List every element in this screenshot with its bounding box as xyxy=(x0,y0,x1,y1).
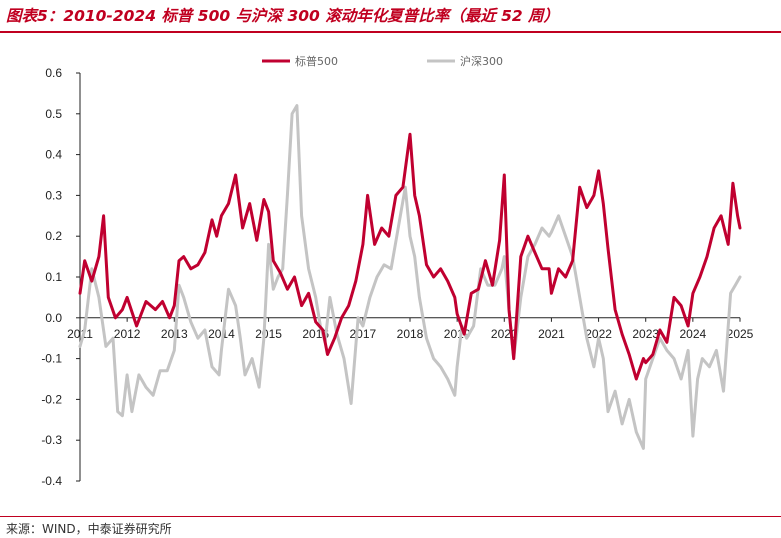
chart-axes: 0.6 0.5 0.4 0.3 0.2 0.1 0.0 -0.1 -0.2 -0.3 -0.4 201… xyxy=(41,66,753,488)
legend-item-csi300: 沪深300 xyxy=(427,54,503,68)
series-line-csi300 xyxy=(78,104,742,450)
series-line-spx500 xyxy=(78,132,742,381)
legend-item-spx500: 标普500 xyxy=(262,54,338,68)
chart-title: 图表5：2010-2024 标普 500 与沪深 300 滚动年化夏普比率（最近… xyxy=(6,7,560,25)
y-tick-label: -0.1 xyxy=(41,352,62,366)
x-tick-label: 2025 xyxy=(727,327,754,341)
y-tick-label: 0.6 xyxy=(45,66,62,80)
y-tick-label: 0.0 xyxy=(45,311,62,325)
x-tick-label: 2014 xyxy=(208,327,235,341)
x-tick-label: 2022 xyxy=(585,327,612,341)
x-tick-label: 2024 xyxy=(680,327,707,341)
legend-label: 标普500 xyxy=(295,54,338,68)
legend: 标普500 沪深300 xyxy=(262,54,503,68)
y-tick-label: 0.2 xyxy=(45,229,62,243)
series-layer xyxy=(78,104,742,450)
y-tick-label: 0.5 xyxy=(45,107,62,121)
x-tick-label: 2021 xyxy=(538,327,565,341)
y-tick-label: 0.4 xyxy=(45,148,62,162)
x-tick-label: 2012 xyxy=(114,327,141,341)
x-tick-label: 2023 xyxy=(632,327,659,341)
y-tick-label: 0.3 xyxy=(45,188,62,202)
x-tick-label: 2017 xyxy=(350,327,377,341)
title-divider xyxy=(0,31,781,33)
source-divider xyxy=(0,516,781,517)
x-tick-label: 2011 xyxy=(67,327,93,341)
y-tick-label: 0.1 xyxy=(45,270,62,284)
y-tick-label: -0.4 xyxy=(41,474,62,488)
sharpe-ratio-chart: 0.6 0.5 0.4 0.3 0.2 0.1 0.0 -0.1 -0.2 -0.3 -0.4 201… xyxy=(41,54,753,488)
y-tick-label: -0.2 xyxy=(41,392,62,406)
x-tick-label: 2015 xyxy=(255,327,282,341)
legend-label: 沪深300 xyxy=(460,54,503,68)
x-tick-label: 2018 xyxy=(397,327,424,341)
y-tick-label: -0.3 xyxy=(41,433,62,447)
source-note: 来源：WIND，中泰证券研究所 xyxy=(6,522,172,536)
